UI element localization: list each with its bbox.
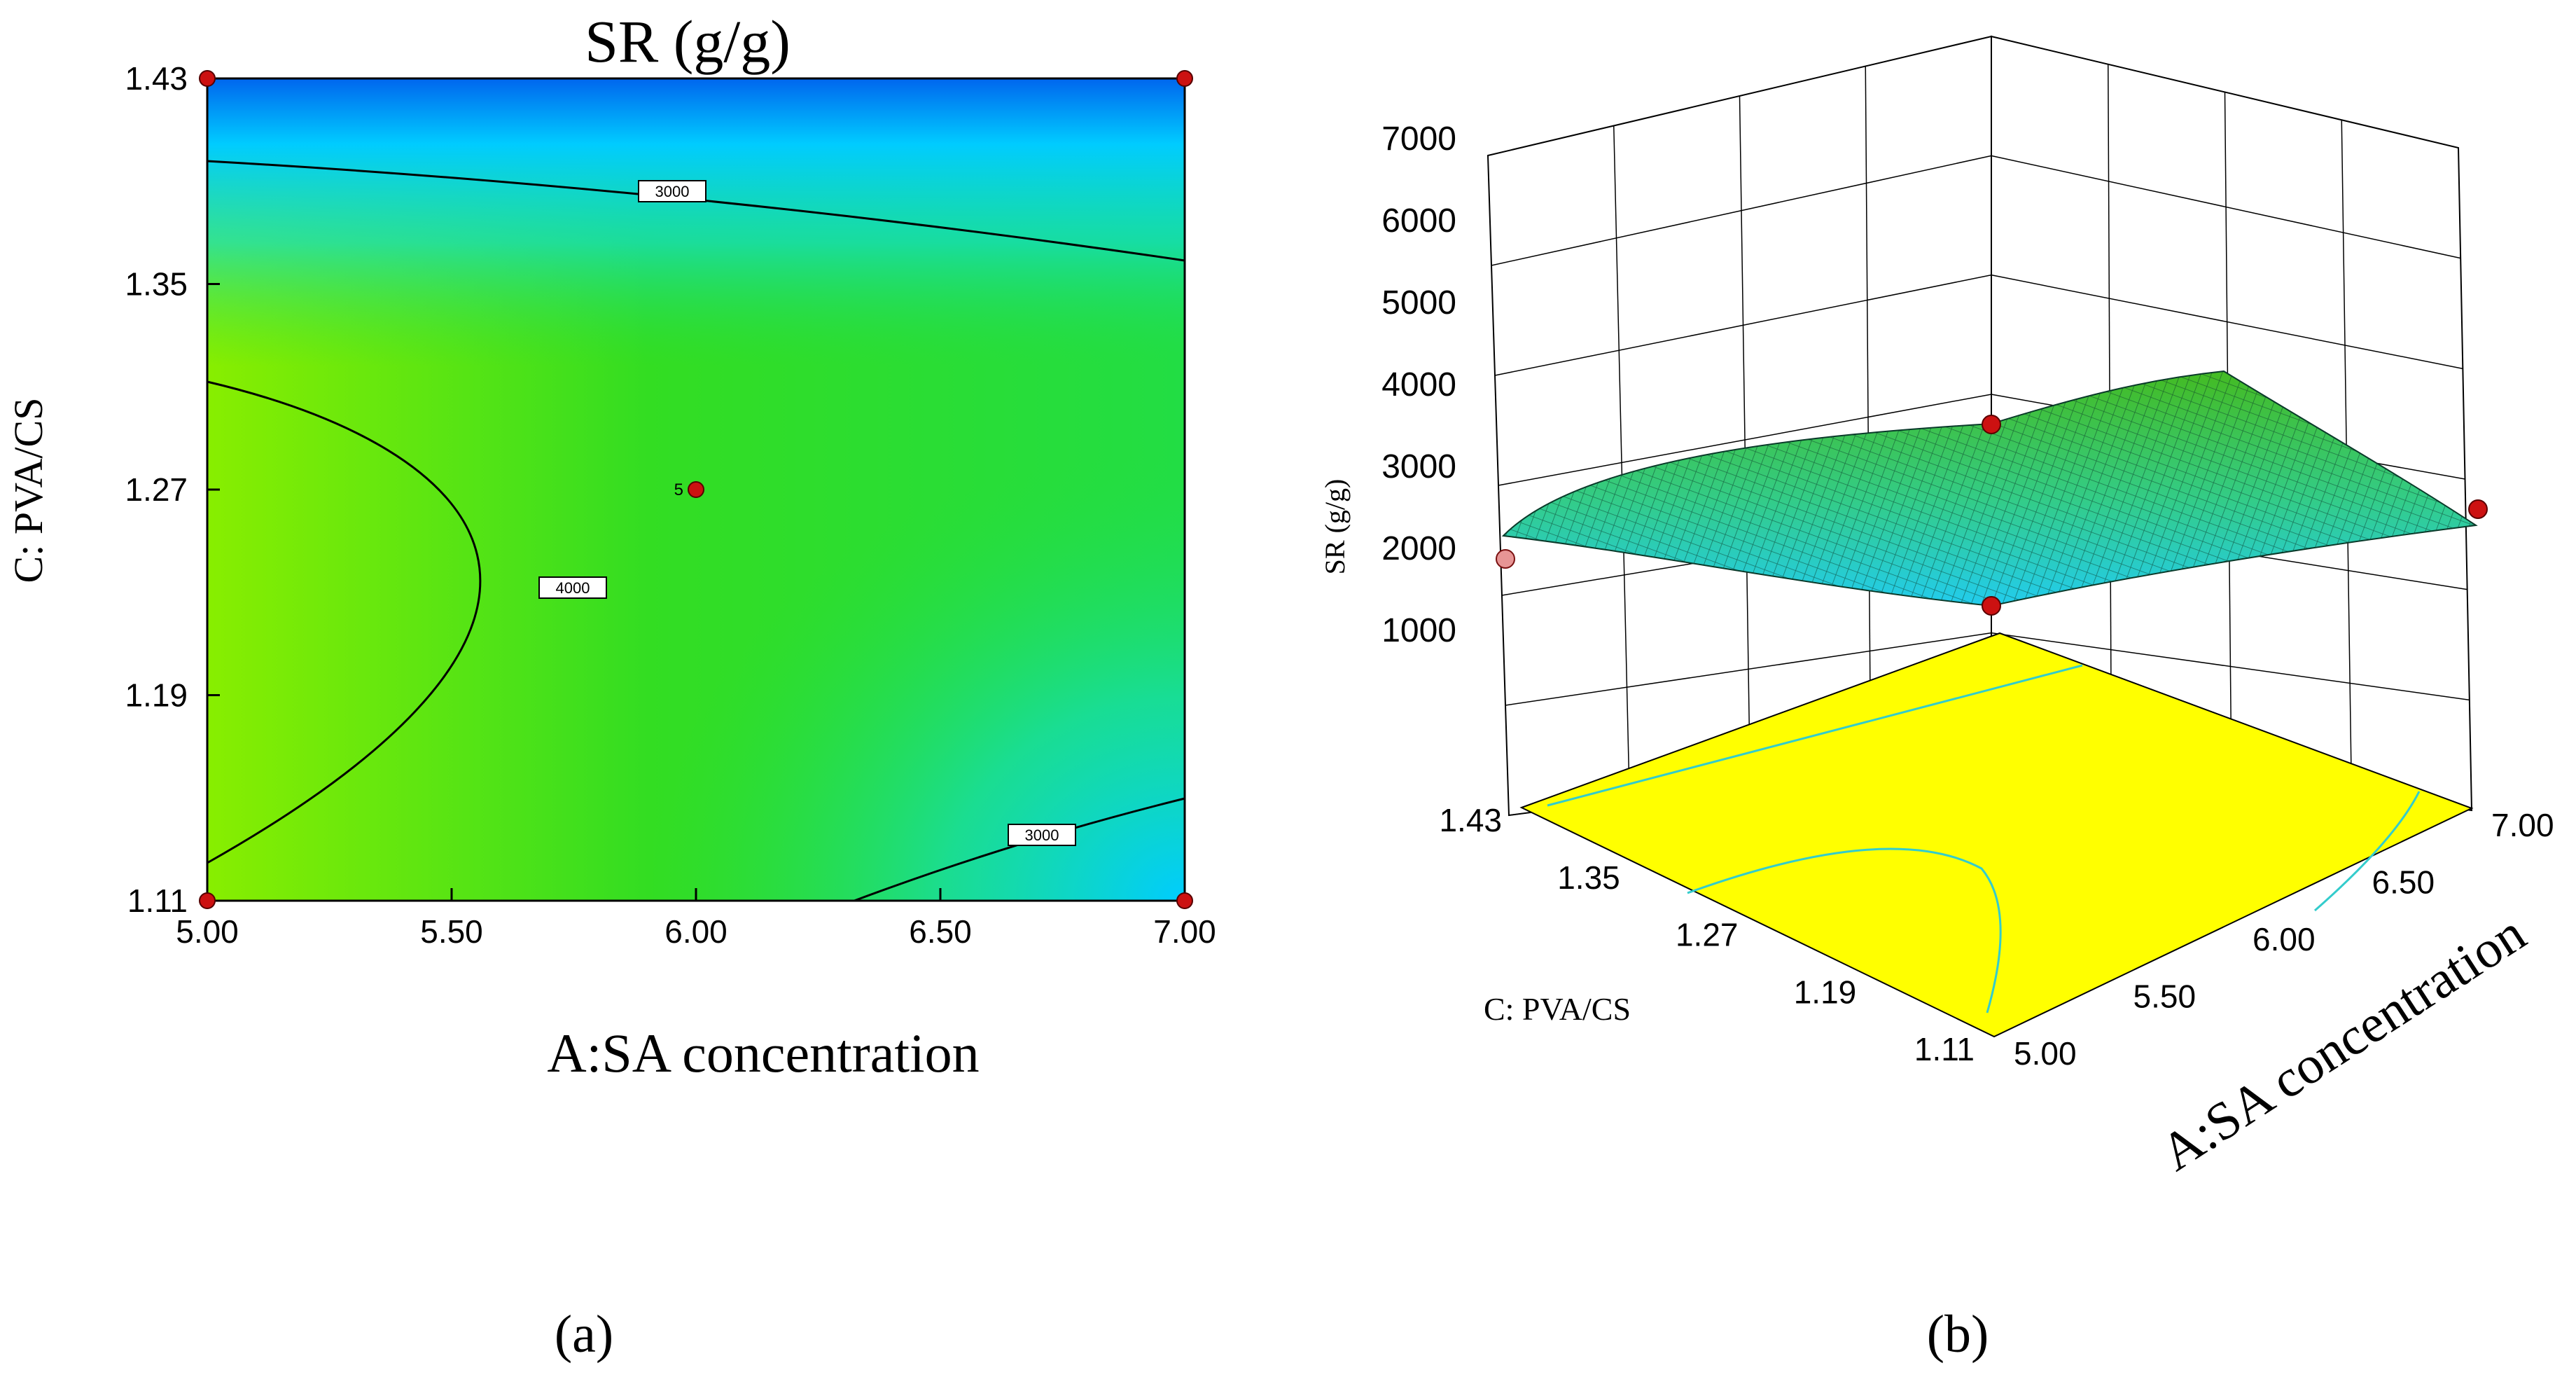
z-tick-label: 7000 — [1381, 120, 1456, 158]
surface-z-axis-label: SR (g/g) — [1319, 479, 1351, 575]
floor-contour-line-3 — [2314, 791, 2421, 912]
y-tick-label: 1.43 — [1439, 802, 1502, 838]
contour-x-axis-label: A:SA concentration — [547, 1023, 979, 1084]
surface-panel: 1000 2000 3000 4000 5000 6000 7000 1.43 1.35 1.2… — [1319, 35, 2554, 1182]
floor-contour-plane — [1519, 632, 2474, 1038]
contour-label-box-3 — [1008, 824, 1076, 846]
x-tick-label: 6.50 — [909, 913, 972, 950]
y-tick-label: 1.43 — [125, 60, 188, 97]
contour-design-points: 5 — [199, 70, 1193, 909]
contour-line-4000 — [207, 380, 482, 864]
y-tick-label: 1.27 — [1676, 917, 1739, 953]
y-tick-label: 1.19 — [1794, 974, 1857, 1010]
contour-label-1: 3000 — [655, 183, 690, 200]
design-point — [199, 892, 216, 909]
surface-point-2 — [1982, 415, 2001, 434]
contour-panel: SR (g/g) 3000 4000 3000 5.00 5.50 6.00 6.50… — [6, 8, 1216, 1084]
x-tick-label: 5.00 — [176, 913, 239, 950]
surface-y-axis-label: C: PVA/CS — [1484, 991, 1631, 1027]
z-tick-label: 2000 — [1381, 530, 1456, 567]
floor-contour-line-2 — [1687, 847, 2002, 1013]
contour-label-2: 4000 — [556, 579, 590, 597]
design-point — [1176, 892, 1193, 909]
z-tick-label: 1000 — [1381, 612, 1456, 649]
y-tick-label: 1.35 — [1557, 859, 1620, 896]
x-tick-label: 6.50 — [2372, 864, 2435, 901]
surface-z-ticks: 1000 2000 3000 4000 5000 6000 7000 — [1381, 120, 1456, 649]
floor-contour-line-1 — [1547, 664, 2083, 807]
y-tick-label: 1.35 — [125, 266, 188, 303]
surface-point-3 — [2468, 499, 2488, 519]
contour-title: SR (g/g) — [585, 8, 791, 75]
x-tick-label: 5.50 — [2133, 978, 2196, 1015]
y-tick-label: 1.11 — [127, 883, 188, 919]
replicate-count: 5 — [674, 480, 683, 499]
y-tick-label: 1.11 — [1914, 1031, 1975, 1067]
surface-y-ticks: 1.43 1.35 1.27 1.19 1.11 — [1439, 802, 1975, 1067]
surface-point-4 — [1982, 596, 2001, 616]
y-tick-label: 1.27 — [125, 471, 188, 508]
response-surface-mesh — [1503, 371, 2476, 606]
x-tick-label: 7.00 — [2491, 807, 2554, 843]
contour-y-axis-label: C: PVA/CS — [6, 398, 51, 583]
contour-label-3: 3000 — [1025, 826, 1059, 844]
z-tick-label: 5000 — [1381, 284, 1456, 321]
z-tick-label: 3000 — [1381, 448, 1456, 485]
caption-b: (b) — [1927, 1305, 1989, 1364]
design-point — [199, 70, 216, 87]
contour-y-ticks: 1.11 1.19 1.27 1.35 1.43 — [125, 60, 220, 919]
z-tick-label: 6000 — [1381, 202, 1456, 240]
caption-a: (a) — [555, 1305, 613, 1364]
design-point — [688, 481, 704, 498]
wall-grid-line — [1865, 66, 1872, 768]
contour-x-ticks: 5.00 5.50 6.00 6.50 7.00 — [176, 888, 1216, 950]
design-point — [1176, 70, 1193, 87]
z-tick-label: 4000 — [1381, 366, 1456, 403]
x-tick-label: 5.00 — [2014, 1035, 2077, 1072]
wall-grid-line — [1613, 125, 1630, 800]
y-tick-label: 1.19 — [125, 677, 188, 714]
contour-label-box-1 — [638, 180, 706, 202]
wall-grid-line — [1739, 95, 1751, 784]
surface-x-axis-label: A:SA concentration — [2150, 904, 2535, 1182]
contour-label-box-2 — [538, 576, 607, 599]
x-tick-label: 7.00 — [1153, 913, 1216, 950]
x-tick-label: 5.50 — [420, 913, 483, 950]
x-tick-label: 6.00 — [2253, 921, 2316, 957]
surface-x-ticks: 5.00 5.50 6.00 6.50 7.00 — [2014, 807, 2554, 1072]
x-tick-label: 6.00 — [664, 913, 727, 950]
surface-point-1 — [1496, 549, 1515, 569]
